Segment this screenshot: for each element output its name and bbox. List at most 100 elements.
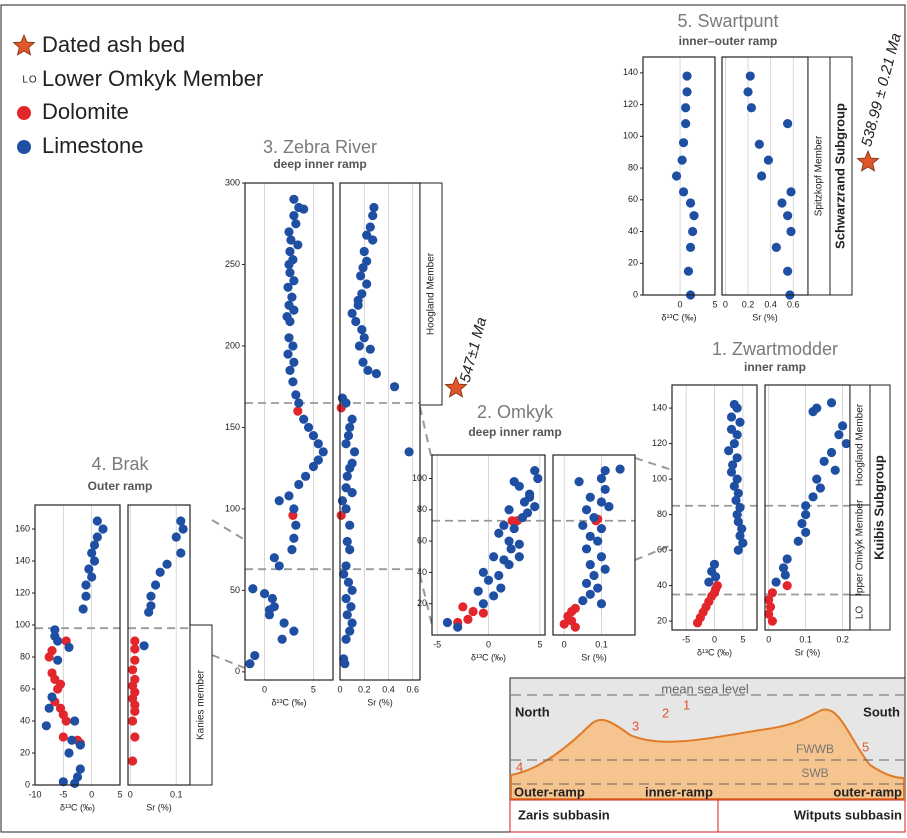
data-point bbox=[478, 567, 488, 577]
data-point bbox=[709, 559, 720, 569]
data-point bbox=[127, 756, 138, 766]
y-tick-label: 60 bbox=[20, 683, 30, 693]
data-point bbox=[44, 703, 54, 713]
plot-frame bbox=[671, 384, 758, 631]
y-tick-label: 20 bbox=[20, 747, 30, 757]
data-point bbox=[782, 554, 792, 564]
data-point bbox=[58, 777, 68, 787]
x-tick-label: 5 bbox=[311, 684, 316, 694]
data-point bbox=[301, 471, 311, 481]
data-point bbox=[347, 585, 357, 595]
y-tick-label: 140 bbox=[15, 555, 30, 565]
y-tick-label: 80 bbox=[20, 651, 30, 661]
y-tick-label: 100 bbox=[652, 473, 667, 483]
plot-frame bbox=[431, 454, 546, 636]
data-point bbox=[318, 447, 328, 457]
ramp-label: Outer-ramp bbox=[514, 784, 585, 799]
data-point bbox=[284, 333, 294, 343]
data-point bbox=[313, 439, 323, 449]
data-point bbox=[677, 155, 687, 165]
legend-label: Dolomite bbox=[42, 99, 129, 124]
y-tick-label: 40 bbox=[657, 580, 667, 590]
data-point bbox=[283, 349, 293, 359]
y-tick-label: 300 bbox=[225, 177, 240, 187]
data-point bbox=[724, 446, 734, 456]
data-point bbox=[285, 365, 295, 375]
data-point bbox=[530, 466, 540, 476]
y-tick-label: 120 bbox=[623, 99, 638, 109]
y-tick-label: 0 bbox=[235, 666, 240, 676]
data-point bbox=[162, 559, 172, 569]
data-point bbox=[368, 210, 378, 221]
y-tick-label: 60 bbox=[628, 194, 638, 204]
data-point bbox=[514, 539, 524, 549]
data-point bbox=[289, 626, 299, 636]
data-point bbox=[70, 716, 80, 726]
ramp-label: outer-ramp bbox=[833, 784, 902, 799]
data-point bbox=[604, 502, 614, 512]
member-box bbox=[189, 624, 213, 786]
data-point bbox=[89, 556, 100, 566]
swb-label: SWB bbox=[801, 766, 828, 780]
data-point bbox=[581, 578, 592, 588]
y-tick-label: 50 bbox=[230, 585, 240, 595]
y-tick-label: 80 bbox=[628, 162, 638, 172]
data-point bbox=[287, 292, 297, 302]
data-point bbox=[155, 567, 165, 577]
data-point bbox=[801, 510, 811, 520]
data-point bbox=[264, 605, 275, 615]
x-tick-label: 0.4 bbox=[382, 684, 395, 694]
data-point bbox=[733, 545, 743, 555]
data-point bbox=[343, 577, 354, 587]
site-label: 5 bbox=[862, 739, 869, 754]
data-point bbox=[533, 473, 543, 484]
data-point bbox=[178, 524, 188, 534]
data-point bbox=[277, 634, 287, 644]
legend-dot bbox=[17, 140, 31, 154]
data-point bbox=[248, 584, 258, 594]
data-point bbox=[765, 602, 776, 612]
data-point bbox=[87, 572, 97, 582]
basin-label: Witputs subbasin bbox=[794, 807, 902, 822]
data-point bbox=[808, 407, 818, 417]
age-label: 538.99 ± 0.21 Ma bbox=[858, 31, 905, 148]
data-point bbox=[463, 614, 473, 624]
data-point bbox=[362, 279, 372, 289]
data-point bbox=[291, 390, 301, 400]
data-point bbox=[797, 518, 807, 529]
site-label: 3 bbox=[632, 718, 639, 733]
data-point bbox=[688, 226, 698, 237]
data-point bbox=[245, 659, 255, 669]
x-axis-label: δ¹³C (‰) bbox=[697, 647, 732, 657]
data-point bbox=[764, 609, 774, 619]
x-axis-label: Sr (%) bbox=[146, 802, 172, 812]
data-point bbox=[830, 465, 840, 475]
data-point bbox=[524, 492, 535, 502]
data-point bbox=[342, 610, 352, 620]
data-point bbox=[358, 357, 368, 367]
y-tick-label: 120 bbox=[652, 438, 667, 448]
data-point bbox=[341, 561, 351, 571]
subgroup-label: Kuibis Subgroup bbox=[871, 455, 886, 560]
y-tick-label: 100 bbox=[623, 131, 638, 141]
data-point bbox=[808, 492, 818, 502]
data-point bbox=[150, 580, 161, 590]
data-point bbox=[41, 721, 51, 731]
data-point bbox=[291, 219, 301, 229]
data-point bbox=[771, 242, 781, 252]
data-point bbox=[341, 398, 351, 408]
data-point bbox=[58, 732, 68, 742]
data-point bbox=[356, 271, 366, 281]
member-label: Kanies member bbox=[196, 669, 207, 740]
data-point bbox=[596, 523, 607, 534]
data-point bbox=[363, 365, 373, 375]
member-box bbox=[419, 182, 443, 406]
data-point bbox=[826, 398, 837, 408]
data-point bbox=[777, 198, 787, 208]
frame bbox=[0, 4, 906, 833]
data-point bbox=[453, 622, 463, 632]
data-point bbox=[834, 430, 844, 440]
data-point bbox=[84, 564, 94, 574]
connector bbox=[211, 654, 246, 669]
legend-symbol: LO bbox=[22, 75, 37, 86]
